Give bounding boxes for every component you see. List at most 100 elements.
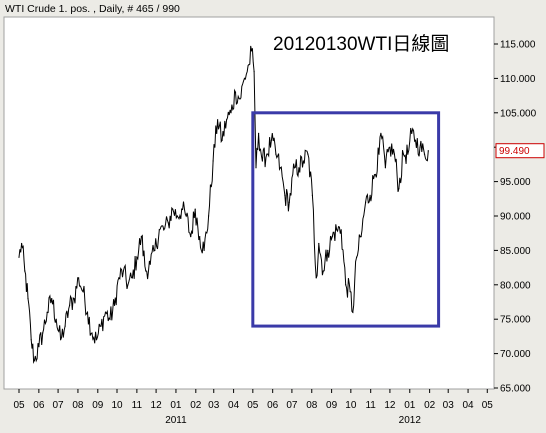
- y-tick-label: 110.000: [500, 74, 536, 85]
- price-point: [270, 139, 272, 141]
- last-price-marker: 99.490: [495, 143, 545, 159]
- x-tick-label: 09: [92, 400, 104, 411]
- price-point: [194, 208, 196, 210]
- y-tick-label: 115.000: [500, 40, 536, 51]
- x-tick-label: 11: [132, 400, 143, 411]
- price-point: [402, 153, 404, 155]
- price-point: [411, 132, 413, 134]
- price-point: [414, 139, 417, 141]
- price-point: [365, 201, 367, 203]
- y-tick-label: 75.000: [500, 315, 531, 326]
- y-tick-label: 85.000: [500, 246, 531, 257]
- price-point: [345, 284, 347, 286]
- x-tick-label: 08: [72, 400, 84, 411]
- x-tick-label: 01: [170, 400, 182, 411]
- price-point: [30, 339, 32, 341]
- price-point: [419, 146, 421, 148]
- price-point: [46, 311, 48, 313]
- x-axis: 05 06 07 08 09 10 11 12 01 02 03 04 05 06 07 08 09 10 11 12…: [13, 389, 493, 426]
- price-point: [42, 332, 44, 334]
- price-point: [127, 284, 129, 286]
- price-point: [212, 160, 214, 162]
- last-price-badge: [495, 143, 545, 159]
- price-point: [51, 298, 53, 300]
- highlight-box-group: [251, 111, 441, 328]
- x-tick-label: 06: [267, 400, 279, 411]
- price-point: [181, 208, 183, 210]
- price-point: [393, 153, 395, 155]
- price-point: [60, 339, 62, 341]
- price-point: [322, 270, 324, 272]
- price-point: [122, 270, 124, 272]
- price-point: [163, 229, 165, 231]
- price-point: [100, 325, 102, 327]
- price-point: [356, 256, 358, 258]
- price-point: [149, 263, 151, 265]
- price-point: [226, 119, 228, 121]
- price-point: [154, 249, 156, 251]
- price-point: [373, 174, 376, 176]
- price-point: [221, 139, 223, 141]
- price-point: [261, 160, 263, 162]
- window-caption: WTI Crude 1. pos. , Daily, # 465 / 990: [5, 3, 180, 15]
- highlight-box: [251, 111, 441, 328]
- price-point: [24, 270, 26, 272]
- price-point: [248, 64, 250, 66]
- price-point: [131, 277, 133, 279]
- x-tick-label: 10: [111, 400, 123, 411]
- price-point: [380, 132, 382, 134]
- x-tick-label: 02: [190, 400, 202, 411]
- price-point: [18, 256, 20, 258]
- price-point: [258, 132, 260, 134]
- price-point: [398, 187, 400, 190]
- price-point: [288, 201, 290, 203]
- last-price-label: 99.490: [499, 146, 530, 157]
- x-tick-label: 11: [365, 400, 376, 411]
- x-tick-label: 03: [443, 400, 455, 411]
- x-tick-label: 03: [208, 400, 220, 411]
- price-point: [55, 318, 57, 320]
- x-tick-label: 12: [384, 400, 396, 411]
- price-point: [158, 229, 160, 231]
- price-point: [340, 229, 342, 231]
- price-point: [318, 242, 320, 245]
- x-tick-label: 01: [404, 400, 416, 411]
- year-label: 2012: [399, 415, 422, 426]
- price-point: [349, 291, 351, 293]
- y-tick-label: 105.000: [500, 108, 537, 119]
- price-point: [284, 194, 286, 196]
- price-point: [253, 70, 255, 73]
- x-tick-label: 04: [463, 400, 475, 411]
- price-point: [369, 194, 371, 196]
- price-point: [255, 167, 257, 169]
- price-point: [109, 318, 111, 320]
- price-point: [217, 119, 219, 121]
- price-point: [73, 298, 75, 300]
- price-point: [136, 256, 138, 258]
- price-point: [185, 215, 187, 217]
- price-point: [336, 229, 338, 231]
- price-point: [311, 194, 313, 196]
- price-point: [167, 222, 169, 224]
- price-point: [203, 249, 205, 251]
- y-tick-label: 80.000: [500, 280, 531, 291]
- price-point: [199, 236, 201, 238]
- price-point: [384, 167, 386, 169]
- price-point: [389, 146, 391, 148]
- price-point: [91, 332, 93, 334]
- x-tick-label: 08: [306, 400, 318, 411]
- x-tick-label: 05: [13, 400, 25, 411]
- price-point: [378, 153, 380, 155]
- price-point: [279, 167, 281, 169]
- x-tick-label: 02: [424, 400, 436, 411]
- price-point: [118, 277, 120, 279]
- x-tick-label: 07: [53, 400, 65, 411]
- plot-area[interactable]: [3, 16, 495, 390]
- x-tick-label: 06: [33, 400, 45, 411]
- y-tick-label: 90.000: [500, 212, 531, 223]
- x-tick-label: 09: [326, 400, 338, 411]
- x-tick-label: 07: [286, 400, 298, 411]
- price-point: [190, 236, 192, 238]
- price-point: [113, 304, 116, 306]
- price-point: [230, 112, 232, 114]
